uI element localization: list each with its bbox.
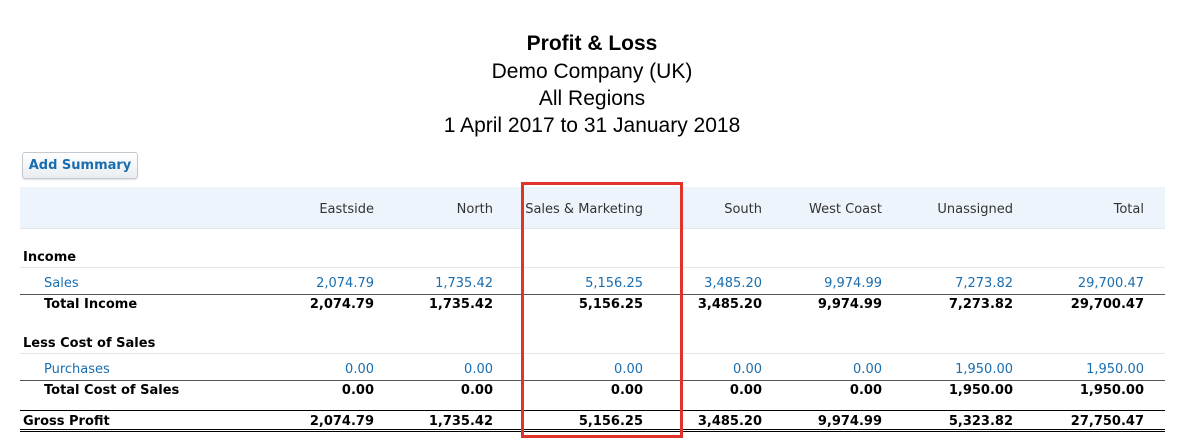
add-summary-button[interactable]: Add Summary (22, 152, 138, 179)
column-header-eastside: Eastside (319, 202, 374, 217)
total-amount: 1,950.00 (948, 383, 1013, 398)
table-row-total-cost-of-sales: Total Cost of Sales 0.00 0.00 0.00 0.00 … (20, 380, 1165, 401)
total-label: Total Income (44, 297, 138, 312)
gross-profit-amount: 5,323.82 (948, 414, 1013, 429)
total-amount: 0.00 (341, 383, 374, 398)
column-header-west-coast: West Coast (809, 202, 882, 217)
amount-link[interactable]: 0.00 (614, 362, 643, 377)
total-amount: 0.00 (460, 383, 493, 398)
company-name: Demo Company (UK) (491, 60, 693, 83)
total-amount: 29,700.47 (1070, 297, 1144, 312)
total-amount: 3,485.20 (697, 297, 762, 312)
gross-profit-amount: 3,485.20 (697, 414, 762, 429)
amount-link[interactable]: 1,950.00 (955, 362, 1013, 377)
total-amount: 0.00 (849, 383, 882, 398)
total-amount: 7,273.82 (948, 297, 1013, 312)
total-amount: 2,074.79 (309, 297, 374, 312)
section-heading-cost-of-sales: Less Cost of Sales (20, 315, 1165, 354)
amount-link[interactable]: 0.00 (733, 362, 762, 377)
report-header: Profit & Loss Demo Company (UK) All Regi… (0, 30, 1184, 139)
amount-link[interactable]: 1,735.42 (435, 276, 493, 291)
total-label: Total Cost of Sales (44, 383, 180, 398)
gross-profit-amount: 27,750.47 (1070, 414, 1144, 429)
column-header-sales-marketing: Sales & Marketing (525, 202, 643, 217)
table-row-gross-profit: Gross Profit 2,074.79 1,735.42 5,156.25 … (20, 410, 1165, 432)
amount-link[interactable]: 3,485.20 (704, 276, 762, 291)
column-header-total: Total (1113, 202, 1144, 217)
total-amount: 1,950.00 (1079, 383, 1144, 398)
table-row-purchases: Purchases 0.00 0.00 0.00 0.00 0.00 1,950… (20, 354, 1165, 380)
section-heading-income: Income (20, 229, 1165, 268)
column-header-north: North (456, 202, 493, 217)
amount-link[interactable]: 5,156.25 (585, 276, 643, 291)
amount-link[interactable]: 0.00 (345, 362, 374, 377)
gross-profit-label: Gross Profit (23, 414, 110, 429)
total-amount: 5,156.25 (578, 297, 643, 312)
account-link-purchases[interactable]: Purchases (44, 362, 110, 377)
amount-link[interactable]: 1,950.00 (1086, 362, 1144, 377)
total-amount: 0.00 (729, 383, 762, 398)
column-header-south: South (724, 202, 762, 217)
section-label: Income (23, 250, 77, 265)
total-amount: 0.00 (610, 383, 643, 398)
profit-loss-table: Eastside North Sales & Marketing South W… (20, 187, 1165, 432)
account-link-sales[interactable]: Sales (44, 276, 79, 291)
total-amount: 1,735.42 (428, 297, 493, 312)
gross-profit-amount: 2,074.79 (309, 414, 374, 429)
table-row-sales: Sales 2,074.79 1,735.42 5,156.25 3,485.2… (20, 268, 1165, 294)
gross-profit-amount: 9,974.99 (817, 414, 882, 429)
amount-link[interactable]: 0.00 (464, 362, 493, 377)
region-name: All Regions (538, 87, 646, 110)
amount-link[interactable]: 2,074.79 (316, 276, 374, 291)
column-header-unassigned: Unassigned (937, 202, 1013, 217)
amount-link[interactable]: 7,273.82 (955, 276, 1013, 291)
amount-link[interactable]: 9,974.99 (824, 276, 882, 291)
amount-link[interactable]: 0.00 (853, 362, 882, 377)
report-title: Profit & Loss (526, 32, 658, 55)
total-amount: 9,974.99 (817, 297, 882, 312)
report-period: 1 April 2017 to 31 January 2018 (443, 114, 741, 137)
amount-link[interactable]: 29,700.47 (1077, 276, 1144, 291)
gross-profit-amount: 5,156.25 (578, 414, 643, 429)
table-row-total-income: Total Income 2,074.79 1,735.42 5,156.25 … (20, 294, 1165, 315)
section-label: Less Cost of Sales (23, 336, 156, 351)
column-header-row: Eastside North Sales & Marketing South W… (20, 187, 1165, 229)
gross-profit-amount: 1,735.42 (428, 414, 493, 429)
